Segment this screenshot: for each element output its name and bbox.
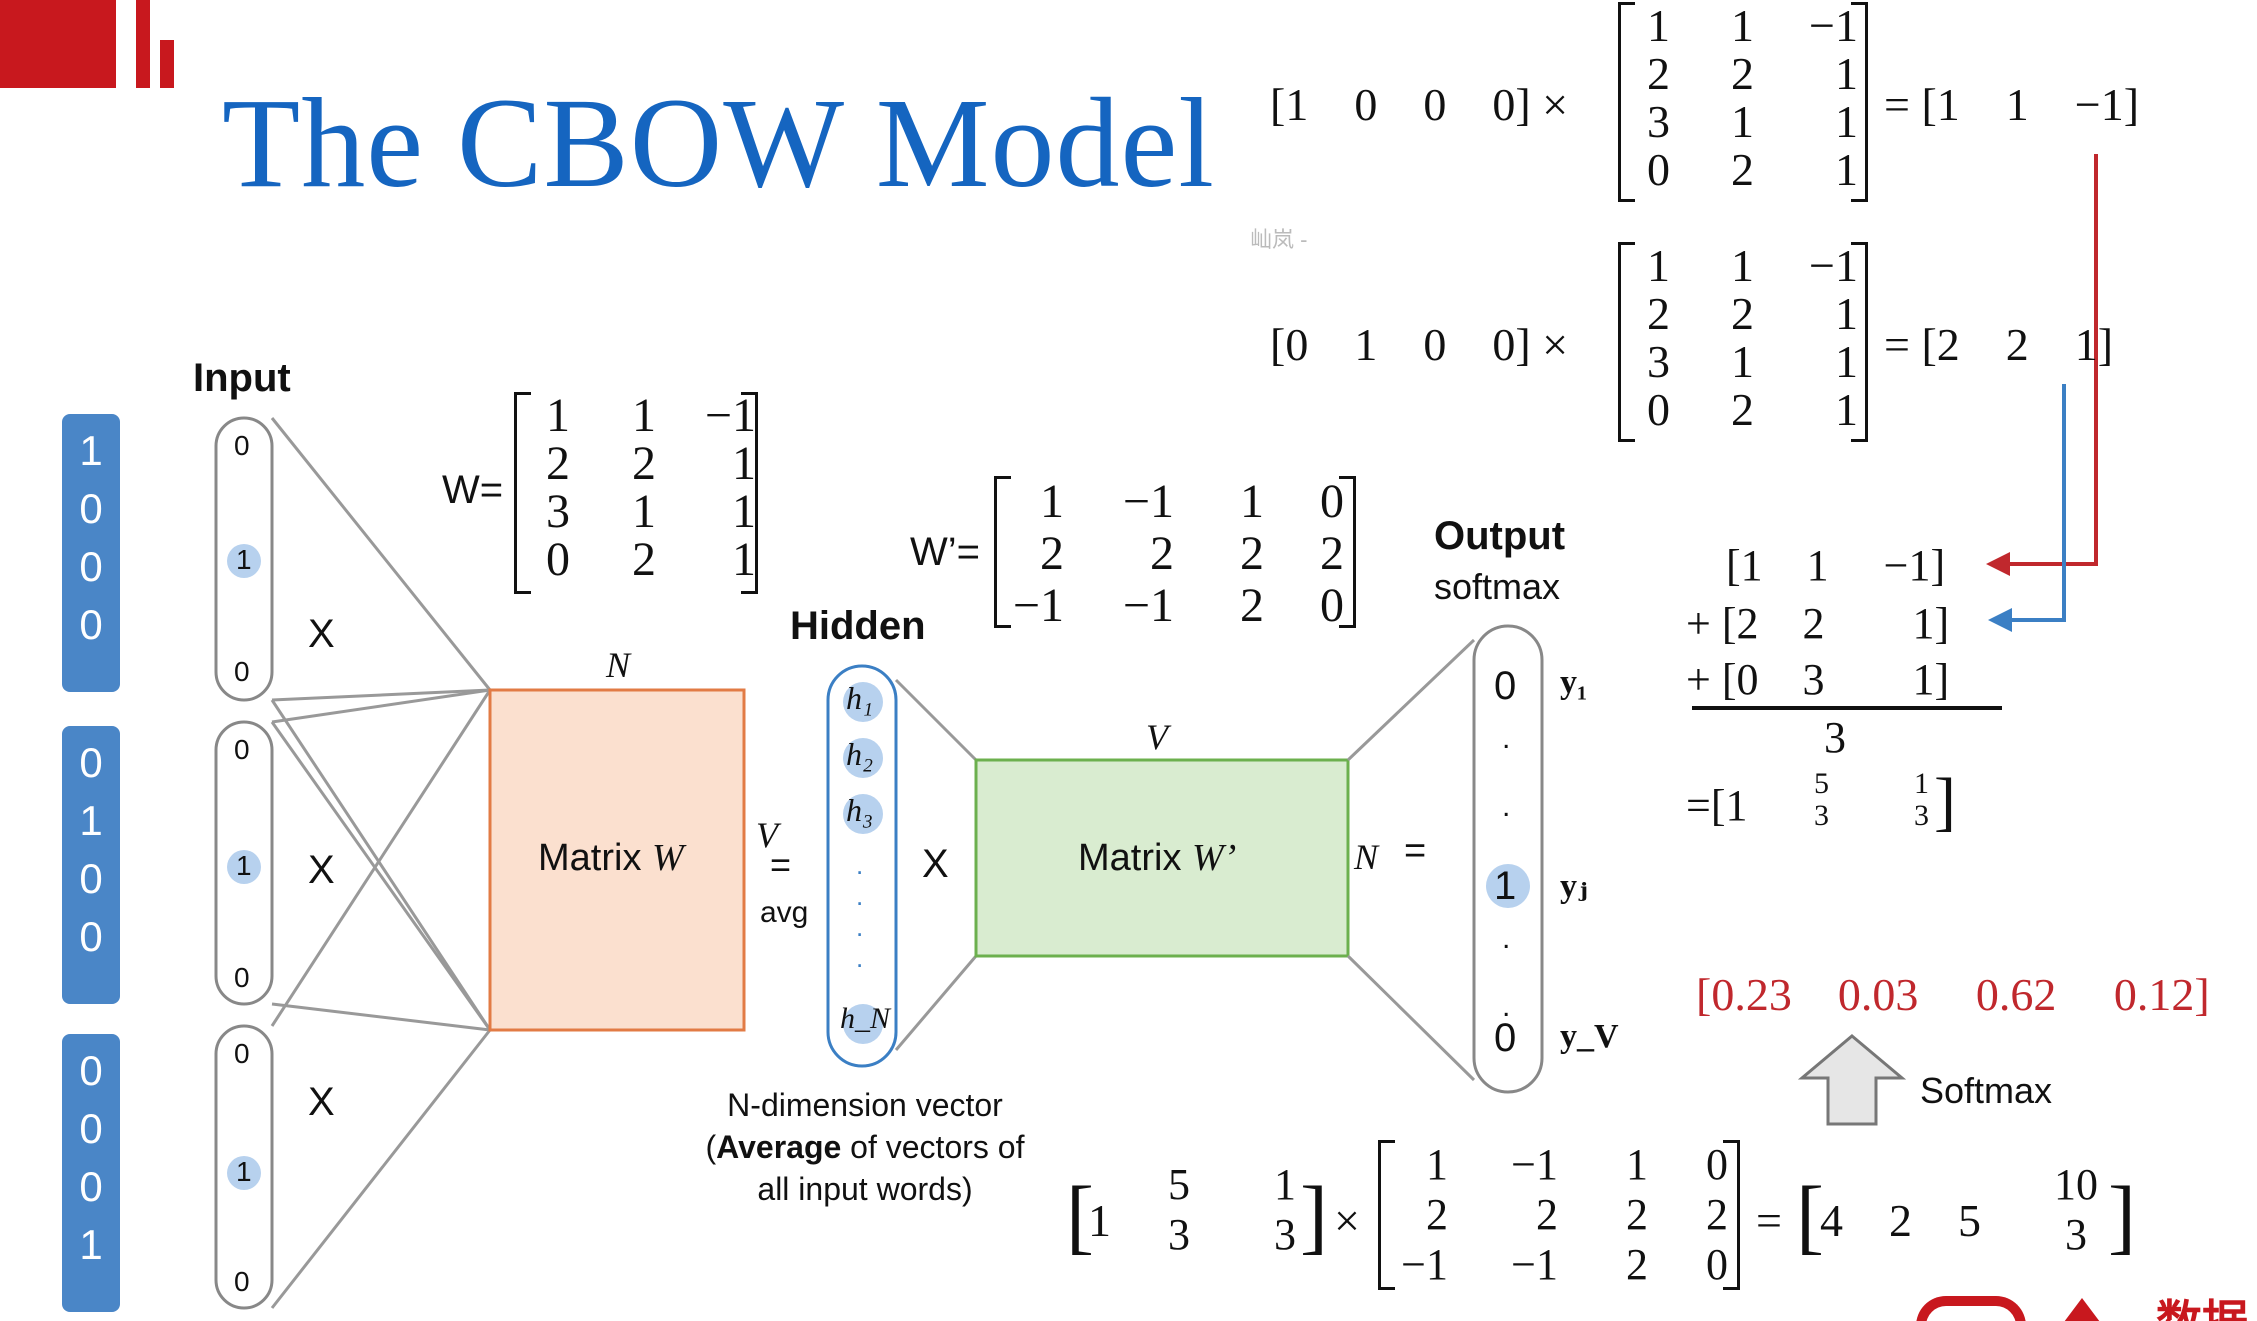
output-softmax-label: softmax [1434, 566, 1561, 607]
hidden-x: X [922, 842, 949, 886]
output-label: Output [1434, 514, 1566, 558]
softmax-label: Softmax [1920, 1070, 2053, 1111]
matrix-w2-n: N [1354, 837, 1379, 877]
matrix-w2-eq: = [1404, 830, 1427, 872]
hidden-oval [826, 664, 898, 1068]
matrix-w-eq: = [770, 844, 792, 885]
hidden-label: Hidden [790, 604, 926, 648]
input-oval-2 [214, 720, 274, 1006]
matrix-w-label: Matrix W [538, 837, 684, 879]
matrix-w2-box [974, 758, 1350, 958]
input-label: Input [193, 356, 291, 400]
red-arrow [1990, 154, 2098, 566]
footer-logo: 数据 [1916, 1290, 2257, 1321]
matrix-w-avg: avg [760, 896, 809, 929]
page-title: The CBOW Model [222, 72, 1215, 214]
softmax-output: [0.23 0.03 0.62 0.12] [1696, 969, 2210, 1020]
w2-label: W’= [910, 530, 980, 574]
matrix-w2-v: V [1146, 717, 1168, 757]
matrix-w-v: V [756, 815, 778, 855]
matrix-w-box [488, 688, 746, 1032]
input-oval-3 [214, 1024, 274, 1310]
matrix-w-n: N [606, 645, 631, 685]
logo-mark-bar-small [160, 40, 174, 88]
blue-arrow [1994, 384, 2066, 622]
output-oval [1472, 624, 1544, 1094]
logo-mark [0, 0, 116, 88]
w-label: W= [442, 468, 504, 512]
output-highlight-dot [1486, 864, 1530, 908]
input-oval-1 [214, 416, 274, 702]
hidden-caption: N-dimension vector (Average of vectors o… [705, 1087, 1025, 1207]
softmax-arrow [1797, 1034, 1907, 1126]
matrix-w2-label: Matrix W’ [1078, 837, 1237, 879]
logo-mark-bar [136, 0, 150, 88]
watermark: 屾岚 - [1250, 227, 1308, 252]
